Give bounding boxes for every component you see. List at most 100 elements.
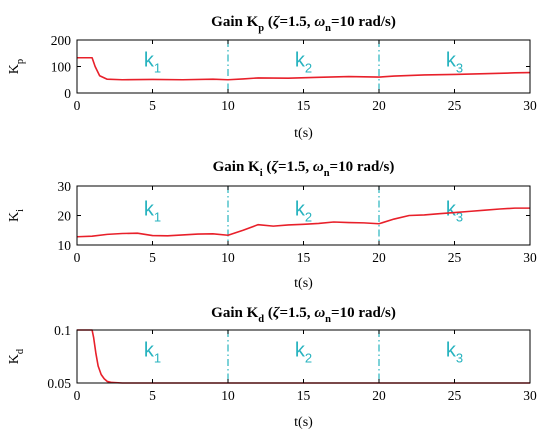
y-tick-label: 30 (58, 179, 72, 194)
title-subscript: i (260, 168, 263, 179)
title-zeta: ζ (273, 305, 281, 321)
title-omega: ω (313, 159, 324, 175)
title-text: =10 rad/s) (330, 159, 395, 175)
segment-label-1: k1 (144, 340, 161, 366)
chart-title: Gain Ki (ζ=1.5, ωn=10 rad/s) (213, 159, 395, 179)
chart-panel-3: Gain Kd (ζ=1.5, ωn=10 rad/s)k1 k2 k30 5 10 15… (7, 305, 537, 430)
title-text: =1.5, (278, 159, 313, 175)
y-tick-label: 0.05 (47, 376, 71, 391)
segment-label-1: k1 (144, 50, 161, 76)
x-tick-label: 10 (221, 98, 235, 113)
x-tick-label: 20 (372, 388, 386, 403)
segment-label-1: k1 (144, 199, 161, 225)
title-zeta: ζ (271, 159, 279, 175)
segment-letter: k (144, 50, 155, 72)
x-tick-label: 30 (523, 250, 537, 265)
y-tick-label: 20 (58, 209, 72, 224)
x-tick-label: 25 (448, 98, 462, 113)
y-axis-letter: K (7, 212, 22, 222)
y-axis-label: Kd (7, 348, 26, 364)
segment-subscript: 2 (305, 61, 312, 76)
segment-subscript: 1 (154, 351, 161, 366)
y-axis-label: Ki (7, 209, 26, 222)
segment-subscript: 2 (305, 351, 312, 366)
title-prefix: Gain K (211, 14, 258, 30)
title-zeta: ζ (273, 14, 281, 30)
y-axis-subscript: p (15, 59, 26, 64)
y-axis-subscript: i (15, 209, 26, 212)
title-text: ( (263, 159, 272, 175)
title-text: =1.5, (280, 14, 315, 30)
title-omega: ω (314, 305, 325, 321)
title-text: =1.5, (280, 305, 315, 321)
segment-label-3: k3 (446, 199, 463, 225)
x-tick-label: 5 (149, 388, 156, 403)
title-prefix: Gain K (211, 305, 258, 321)
segment-subscript: 1 (154, 210, 161, 225)
title-text: =10 rad/s) (331, 14, 396, 30)
series-line-1 (77, 56, 531, 81)
segment-letter: k (144, 340, 155, 362)
title-text: ( (264, 14, 273, 30)
chart-title: Gain Kp (ζ=1.5, ωn=10 rad/s) (211, 14, 396, 34)
x-axis-label: t(s) (294, 415, 313, 430)
y-axis-letter: K (7, 354, 22, 364)
x-tick-label: 25 (448, 388, 462, 403)
x-tick-label: 0 (74, 250, 81, 265)
title-subscript: n (325, 23, 331, 34)
y-axis-letter: K (7, 64, 22, 74)
segment-subscript: 3 (456, 351, 463, 366)
segment-label-2: k2 (295, 50, 312, 76)
segment-subscript: 3 (456, 210, 463, 225)
y-axis-subscript: d (15, 348, 26, 354)
y-tick-label: 200 (51, 33, 72, 48)
title-subscript: n (324, 168, 330, 179)
x-tick-label: 0 (74, 98, 81, 113)
segment-letter: k (446, 199, 457, 221)
segment-label-3: k3 (446, 340, 463, 366)
x-tick-label: 15 (297, 388, 311, 403)
title-text: =10 rad/s) (331, 305, 396, 321)
title-omega: ω (314, 14, 325, 30)
y-tick-label: 100 (51, 60, 72, 75)
x-tick-label: 25 (448, 250, 462, 265)
x-tick-label: 5 (149, 250, 156, 265)
title-subscript: d (258, 314, 264, 325)
segment-letter: k (446, 340, 457, 362)
segment-label-3: k3 (446, 50, 463, 76)
chart-panel-1: Gain Kp (ζ=1.5, ωn=10 rad/s)k1 k2 k30 5 10 15… (7, 14, 537, 141)
y-tick-label: 0 (64, 86, 71, 101)
segment-letter: k (144, 199, 155, 221)
segment-letter: k (295, 50, 306, 72)
segment-subscript: 2 (305, 210, 312, 225)
chart-panel-2: Gain Ki (ζ=1.5, ωn=10 rad/s)k1 k2 k30 5 10 15… (7, 159, 537, 291)
segment-label-2: k2 (295, 340, 312, 366)
x-tick-label: 20 (372, 98, 386, 113)
x-tick-label: 5 (149, 98, 156, 113)
title-subscript: n (325, 314, 331, 325)
chart-title: Gain Kd (ζ=1.5, ωn=10 rad/s) (211, 305, 396, 325)
x-tick-label: 10 (221, 388, 235, 403)
x-axis-label: t(s) (294, 276, 313, 291)
y-axis-label: Kp (7, 59, 26, 74)
x-tick-label: 30 (523, 388, 537, 403)
x-tick-label: 30 (523, 98, 537, 113)
x-tick-label: 15 (297, 250, 311, 265)
segment-letter: k (295, 340, 306, 362)
segment-subscript: 1 (154, 61, 161, 76)
segment-letter: k (295, 199, 306, 221)
x-axis-label: t(s) (294, 126, 313, 141)
title-text: ( (264, 305, 273, 321)
x-tick-label: 15 (297, 98, 311, 113)
title-subscript: p (258, 23, 264, 34)
y-tick-label: 0.1 (54, 323, 71, 338)
x-tick-label: 10 (221, 250, 235, 265)
x-tick-label: 0 (74, 388, 81, 403)
title-prefix: Gain K (213, 159, 260, 175)
x-tick-label: 20 (372, 250, 386, 265)
series-line-1 (76, 207, 530, 238)
y-tick-label: 10 (58, 238, 72, 253)
segment-subscript: 3 (456, 61, 463, 76)
segment-letter: k (446, 50, 457, 72)
